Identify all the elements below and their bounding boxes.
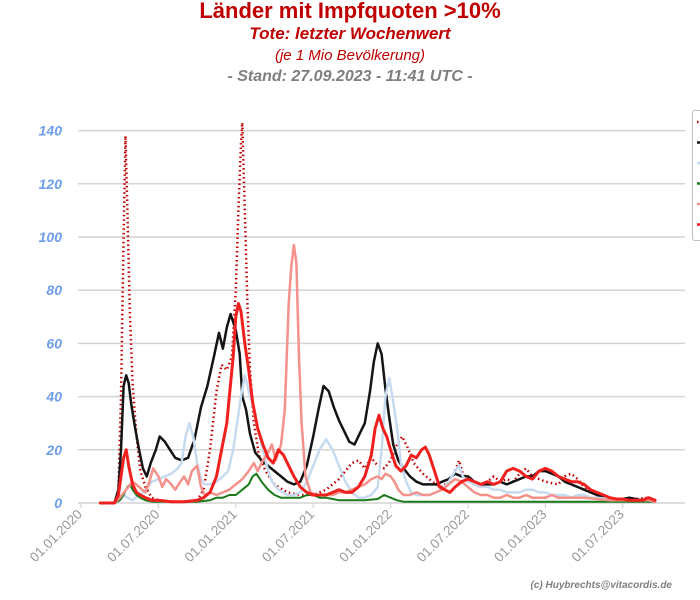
x-tick-label: 01.07.2022 [414, 507, 472, 565]
x-tick-label: 01.01.2021 [182, 507, 240, 565]
series-line-2 [99, 312, 657, 505]
y-tick-label: 140 [39, 123, 63, 139]
y-axis-ticks: 0 20 40 60 80 100 120 140 [39, 123, 63, 511]
legend-swatches [697, 120, 700, 226]
x-axis-ticks: 01.01.2020 01.07.2020 01.01.2021 01.07.2021… [27, 503, 627, 565]
series-line-6 [98, 302, 657, 505]
series-line-5 [99, 243, 657, 505]
legend [692, 110, 700, 241]
y-tick-label: 20 [45, 442, 62, 458]
x-tick-label: 01.01.2022 [336, 507, 394, 565]
y-tick-label: 0 [54, 495, 62, 511]
series-group [98, 121, 657, 505]
x-tick-label: 01.01.2023 [491, 507, 549, 565]
chart-unit-note: (je 1 Mio Bevölkerung) [274, 47, 426, 64]
x-tick-label: 01.07.2020 [104, 507, 162, 565]
grid-lines [78, 129, 685, 504]
y-tick-label: 40 [45, 389, 62, 405]
y-tick-label: 100 [39, 229, 63, 245]
x-tick-label: 01.07.2021 [259, 507, 317, 565]
x-tick-label: 01.01.2020 [27, 507, 85, 565]
chart-subtitle: Tote: letzter Wochenwert [249, 24, 451, 43]
x-tick-label: 01.07.2023 [569, 507, 627, 565]
chart-date-stand: - Stand: 27.09.2023 - 11:41 UTC - [227, 68, 473, 85]
series-line-4 [99, 472, 657, 504]
series-line-1 [100, 121, 656, 505]
y-tick-label: 80 [46, 282, 62, 298]
chart-title: Länder mit Impfquoten >10% [199, 0, 501, 23]
credit-text: (c) Huybrechts@vitacordis.de [530, 580, 672, 591]
series-line-3 [99, 374, 657, 505]
y-tick-label: 60 [46, 335, 62, 351]
y-tick-label: 120 [39, 176, 63, 192]
